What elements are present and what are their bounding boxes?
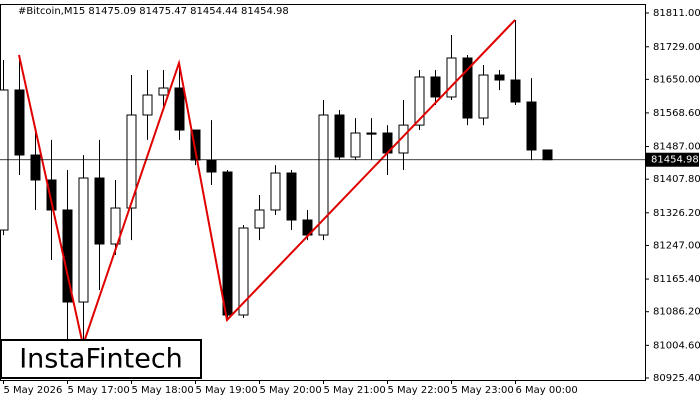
candle-body xyxy=(30,154,41,181)
candle-body xyxy=(238,227,249,316)
candle-body xyxy=(206,159,217,173)
x-tick-label: 5 May 19:00 xyxy=(196,385,258,396)
candle-body xyxy=(334,114,345,158)
candle-body xyxy=(94,177,105,245)
candle-body xyxy=(46,179,57,211)
x-tick-label: 5 May 22:00 xyxy=(388,385,450,396)
candle-body xyxy=(270,172,281,211)
y-tick-label: 81487.00 xyxy=(653,142,700,153)
candle-body xyxy=(446,57,457,98)
y-tick-label: 81650.00 xyxy=(653,74,700,85)
candle-body xyxy=(398,124,409,154)
candle-body xyxy=(414,76,425,126)
logo-box xyxy=(0,339,202,379)
candle-body xyxy=(142,94,153,116)
y-tick-label: 81326.20 xyxy=(653,208,700,219)
candle-body xyxy=(430,76,441,98)
candle-body xyxy=(542,149,553,161)
candle-body xyxy=(126,114,137,209)
y-tick-label: 80925.40 xyxy=(653,373,700,384)
y-tick-label: 81004.60 xyxy=(653,340,700,351)
candle-body xyxy=(366,132,377,135)
candle-body xyxy=(462,57,473,119)
y-tick-label: 81568.60 xyxy=(653,108,700,119)
y-tick-label: 81729.00 xyxy=(653,42,700,53)
candle-body xyxy=(174,87,185,131)
x-tick-label: 5 May 23:00 xyxy=(452,385,514,396)
x-tick-label: 5 May 20:00 xyxy=(260,385,322,396)
candle-body xyxy=(158,87,169,96)
x-tick-label: 5 May 21:00 xyxy=(324,385,386,396)
candle-body xyxy=(350,132,361,158)
candle-body xyxy=(286,172,297,221)
x-tick-label: 5 May 2026 xyxy=(4,385,63,396)
candle-body xyxy=(478,74,489,119)
y-tick-label: 81247.00 xyxy=(653,240,700,251)
candle-body xyxy=(222,171,233,316)
candle-body xyxy=(318,114,329,236)
x-tick-label: 6 May 00:00 xyxy=(516,385,578,396)
candle-body xyxy=(494,74,505,81)
logo: InstaFintech xyxy=(19,344,183,375)
x-tick-label: 5 May 17:00 xyxy=(68,385,130,396)
x-tick-label: 5 May 18:00 xyxy=(132,385,194,396)
last-price-box xyxy=(646,152,699,167)
last-price-label: 81454.98 xyxy=(651,155,699,166)
candle-body xyxy=(78,177,89,303)
y-tick-label: 81086.20 xyxy=(653,307,700,318)
chart-header: #Bitcoin,M15 81475.09 81475.47 81454.44 … xyxy=(18,6,289,17)
candle-body xyxy=(14,89,25,156)
candle-body xyxy=(526,101,537,151)
pattern-line xyxy=(18,19,516,349)
y-tick-label: 81811.00 xyxy=(653,8,700,19)
candle-body xyxy=(254,209,265,229)
candle-body xyxy=(110,207,121,245)
candle-body xyxy=(510,79,521,103)
y-tick-label: 81165.40 xyxy=(653,274,700,285)
y-tick-label: 81407.80 xyxy=(653,174,700,185)
